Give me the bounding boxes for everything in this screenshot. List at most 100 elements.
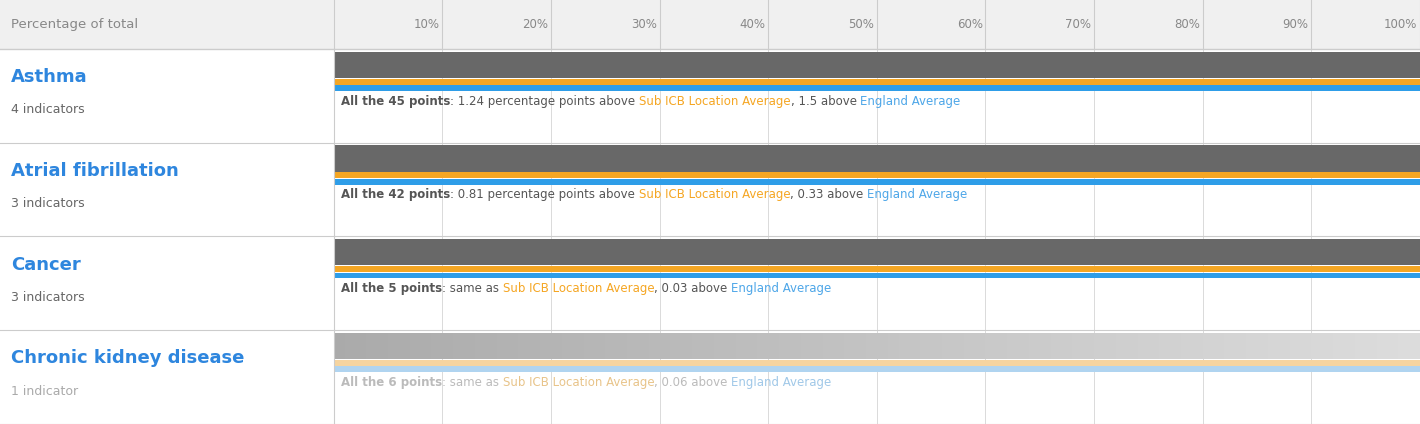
Text: 3 indicators: 3 indicators: [11, 291, 85, 304]
Bar: [714, 333, 724, 359]
Bar: [1333, 333, 1343, 359]
Bar: [1105, 333, 1116, 359]
Bar: [334, 179, 1420, 184]
Bar: [1159, 333, 1170, 359]
Text: 100.00%: 100.00%: [341, 152, 405, 165]
Bar: [378, 333, 388, 359]
Bar: [1279, 333, 1289, 359]
Text: All the 6 points: All the 6 points: [341, 376, 442, 389]
Bar: [692, 333, 703, 359]
Bar: [932, 333, 941, 359]
Text: England Average: England Average: [861, 95, 961, 108]
Bar: [0, 330, 1420, 424]
Bar: [334, 173, 1420, 179]
Bar: [595, 333, 605, 359]
Bar: [1312, 333, 1322, 359]
Bar: [572, 333, 584, 359]
Text: 70%: 70%: [1065, 18, 1092, 31]
Text: 50%: 50%: [848, 18, 873, 31]
Bar: [1409, 333, 1420, 359]
Text: 60%: 60%: [957, 18, 983, 31]
Bar: [1039, 333, 1051, 359]
Bar: [1093, 333, 1105, 359]
Bar: [366, 333, 378, 359]
Bar: [1214, 333, 1224, 359]
Bar: [964, 333, 974, 359]
Bar: [703, 333, 714, 359]
Bar: [1247, 333, 1257, 359]
Bar: [899, 333, 909, 359]
Bar: [736, 333, 747, 359]
Bar: [845, 333, 855, 359]
Text: 80%: 80%: [1174, 18, 1200, 31]
Bar: [1301, 333, 1312, 359]
Bar: [1149, 333, 1159, 359]
Bar: [659, 333, 670, 359]
Bar: [334, 366, 1420, 372]
Text: 100.00%: 100.00%: [341, 246, 405, 259]
Bar: [1116, 333, 1126, 359]
Text: Sub ICB Location Average: Sub ICB Location Average: [503, 376, 655, 389]
Bar: [724, 333, 736, 359]
Bar: [616, 333, 628, 359]
Bar: [834, 333, 845, 359]
Bar: [388, 333, 399, 359]
Bar: [790, 333, 801, 359]
Bar: [866, 333, 878, 359]
Bar: [453, 333, 464, 359]
Bar: [780, 333, 790, 359]
Bar: [334, 145, 1420, 172]
Bar: [540, 333, 551, 359]
Bar: [1376, 333, 1387, 359]
Bar: [474, 333, 486, 359]
Bar: [497, 333, 507, 359]
Bar: [1355, 333, 1366, 359]
Text: Sub ICB Location Average: Sub ICB Location Average: [503, 282, 655, 295]
Text: All the 5 points: All the 5 points: [341, 282, 442, 295]
Bar: [1203, 333, 1214, 359]
Bar: [0, 237, 1420, 330]
Bar: [1030, 333, 1039, 359]
Bar: [518, 333, 530, 359]
Text: England Average: England Average: [731, 376, 832, 389]
Bar: [1083, 333, 1093, 359]
Text: : 1.24 percentage points above: : 1.24 percentage points above: [450, 95, 639, 108]
Text: , 0.06 above: , 0.06 above: [655, 376, 731, 389]
Bar: [507, 333, 518, 359]
Bar: [953, 333, 964, 359]
Text: Sub ICB Location Average: Sub ICB Location Average: [639, 95, 791, 108]
Bar: [334, 266, 1420, 272]
Bar: [0, 142, 1420, 236]
Bar: [1062, 333, 1072, 359]
Bar: [1072, 333, 1083, 359]
Bar: [628, 333, 638, 359]
Bar: [822, 333, 834, 359]
Bar: [1007, 333, 1018, 359]
Text: , 1.5 above: , 1.5 above: [791, 95, 861, 108]
Bar: [1366, 333, 1376, 359]
Text: 4 indicators: 4 indicators: [11, 103, 85, 116]
Bar: [812, 333, 822, 359]
Text: Chronic kidney disease: Chronic kidney disease: [11, 349, 244, 367]
Bar: [562, 333, 572, 359]
Bar: [1137, 333, 1149, 359]
Bar: [0, 0, 1420, 49]
Bar: [334, 78, 1420, 85]
Text: Atrial fibrillation: Atrial fibrillation: [11, 162, 179, 180]
Bar: [420, 333, 432, 359]
Bar: [1051, 333, 1062, 359]
Text: 10%: 10%: [413, 18, 440, 31]
Bar: [974, 333, 985, 359]
Text: 30%: 30%: [630, 18, 656, 31]
Bar: [876, 333, 888, 359]
Bar: [649, 333, 659, 359]
Text: All the 45 points: All the 45 points: [341, 95, 450, 108]
Bar: [0, 49, 1420, 142]
Bar: [1235, 333, 1247, 359]
Bar: [551, 333, 562, 359]
Bar: [1322, 333, 1333, 359]
Bar: [747, 333, 757, 359]
Bar: [443, 333, 453, 359]
Text: 90%: 90%: [1282, 18, 1309, 31]
Text: England Average: England Average: [868, 188, 967, 201]
